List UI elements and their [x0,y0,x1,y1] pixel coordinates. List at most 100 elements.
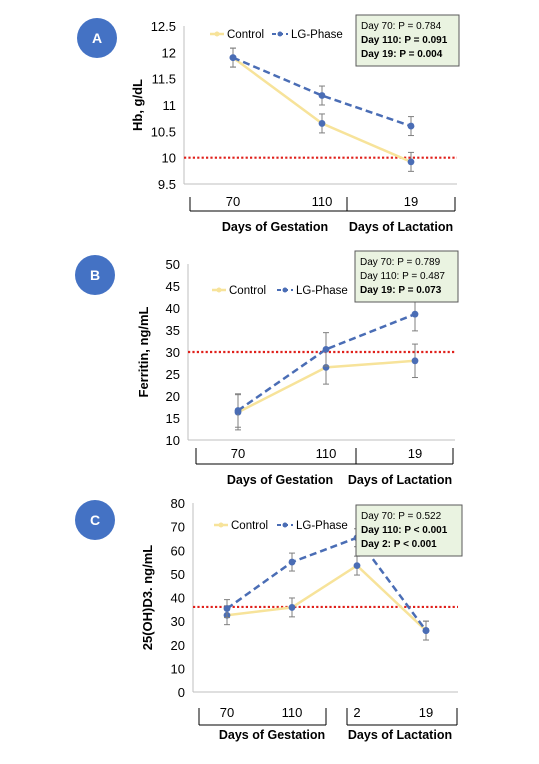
legend-lg-phase-marker [282,522,288,528]
lg-phase-series-line [237,312,416,412]
x-group-label: Days of Gestation [219,728,325,742]
y-tick-label: 10.5 [151,124,176,139]
p-value-line: Day 70: P = 0.522 [361,511,442,522]
y-tick-label: 40 [166,301,180,316]
control-data-point [318,120,326,127]
panel-letter: C [90,512,100,528]
lg-phase-data-point [288,558,296,566]
legend-control-marker [214,31,220,37]
y-tick-label: 45 [166,279,180,294]
x-tick-label: 19 [419,705,433,720]
legend-control-label: Control [229,285,266,297]
y-tick-label: 10 [162,151,176,166]
y-tick-label: 50 [171,567,185,582]
p-value-box-frame [355,504,463,557]
x-tick-label: 110 [282,705,303,720]
legend-lg-phase-label: LG-Phase [291,29,343,41]
x-group-brackets [189,197,456,212]
x-tick-label: 70 [220,705,234,720]
y-tick-label: 35 [166,323,180,338]
panel-letter: B [90,267,100,283]
control-series-line [226,564,427,632]
x-group-label: Days of Lactation [348,728,452,742]
y-tick-label: 10 [171,661,185,676]
y-tick-label: 70 [171,520,185,535]
lg-phase-data-point [411,310,419,318]
lg-phase-data-point [318,92,326,99]
legend: Control LG-Phase [210,29,343,41]
y-tick-label: 12 [162,45,176,60]
control-series-line [232,56,412,164]
legend-control-label: Control [231,520,268,532]
x-group-label: Days of Gestation [222,220,328,234]
panel-c: C 0 10 20 30 40 50 60 70 80 25(OH)D3. ng/mL Control… [75,496,463,742]
p-value-line: Day 19: P = 0.004 [361,49,443,60]
p-value-line: Day 19: P = 0.073 [360,285,442,296]
y-tick-label: 80 [171,496,185,511]
p-value-line: Day 110: P < 0.001 [361,525,448,536]
panel-b: B 10 15 20 25 30 35 40 45 50 Ferritin, ng/mL Contro… [75,250,459,487]
lg-phase-data-point [229,54,237,61]
control-data-point [288,604,296,611]
p-value-box: Day 70: P = 0.784 Day 110: P = 0.091 Day 1… [355,14,460,67]
x-group-label: Days of Lactation [348,473,452,487]
y-axis-title: 25(OH)D3. ng/mL [140,545,155,651]
y-tick-label: 9.5 [158,177,176,192]
x-tick-label: 19 [408,446,422,461]
y-axis-title: Ferritin, ng/mL [136,306,151,397]
legend-lg-phase-label: LG-Phase [296,285,348,297]
legend-control-marker [216,287,222,293]
x-group-brackets [195,448,454,465]
lg-phase-data-point [234,407,242,414]
x-tick-label: 110 [312,194,333,209]
lg-phase-data-point [407,122,415,130]
y-tick-label: 15 [166,411,180,426]
p-value-line: Day 110: P = 0.487 [360,271,445,282]
control-data-point [411,357,419,365]
x-tick-label: 110 [316,446,337,461]
y-tick-label: 10 [166,433,180,448]
x-tick-label: 2 [353,705,360,720]
y-tick-label: 20 [171,638,185,653]
lg-phase-series-line [226,536,428,632]
lg-phase-data-point [322,345,330,353]
x-group-label: Days of Lactation [349,220,453,234]
y-tick-label: 30 [171,614,185,629]
legend: Control LG-Phase [212,285,348,297]
lg-phase-series-line [232,56,412,128]
control-data-point [353,562,361,570]
x-group-brackets [198,708,458,726]
lg-phase-data-point [223,605,231,613]
y-tick-label: 0 [178,685,185,700]
x-tick-label: 19 [404,194,418,209]
y-tick-label: 20 [166,389,180,404]
y-tick-label: 11.5 [152,72,176,87]
y-tick-label: 11 [163,98,177,113]
legend-lg-phase-marker [277,31,283,37]
p-value-box: Day 70: P = 0.789 Day 110: P = 0.487 Day 1… [354,250,459,303]
legend-lg-phase-marker [282,287,288,293]
panel-a: A 9.5 10 10.5 11 11.5 12 12.5 Hb, g/dL Control LG-… [77,14,460,234]
legend: Control LG-Phase [214,520,348,532]
p-value-line: Day 70: P = 0.789 [360,257,441,268]
legend-lg-phase-label: LG-Phase [296,520,348,532]
legend-control-marker [218,522,224,528]
x-tick-label: 70 [231,446,245,461]
y-axis-title: Hb, g/dL [130,79,145,131]
p-value-line: Day 70: P = 0.784 [361,21,442,32]
p-value-line: Day 110: P = 0.091 [361,35,448,46]
panel-letter: A [92,30,102,46]
p-value-box-frame [355,14,460,67]
y-tick-label: 50 [166,257,180,272]
y-tick-label: 12.5 [151,19,176,34]
panel-badge [75,500,115,540]
panel-badge [75,255,115,295]
x-tick-label: 70 [226,194,240,209]
control-data-point [407,158,415,166]
lg-phase-data-point [422,627,430,634]
y-tick-label: 40 [171,591,185,606]
p-value-line: Day 2: P < 0.001 [361,539,437,550]
legend-control-label: Control [227,29,264,41]
y-tick-label: 60 [171,543,185,558]
